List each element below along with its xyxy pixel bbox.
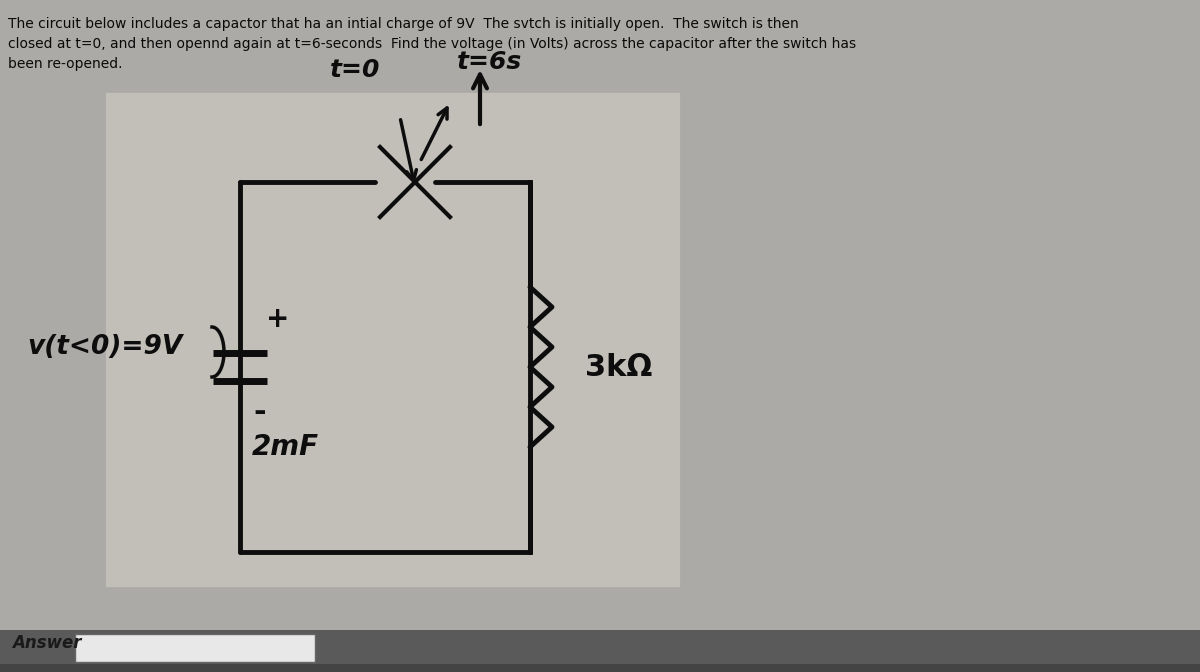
Bar bbox=[90, 0, 120, 672]
Text: closed at t=0, and then opennd again at t=6-seconds  Find the voltage (in Volts): closed at t=0, and then opennd again at … bbox=[8, 37, 856, 51]
Bar bbox=[390, 0, 420, 672]
Bar bbox=[540, 0, 570, 672]
Text: +: + bbox=[266, 305, 289, 333]
Bar bbox=[74, 634, 314, 662]
Bar bbox=[0, 630, 1200, 672]
Text: Answer: Answer bbox=[12, 634, 82, 652]
Text: 2mF: 2mF bbox=[252, 433, 318, 461]
Bar bbox=[60, 0, 90, 672]
Bar bbox=[0, 664, 1200, 672]
Bar bbox=[150, 0, 180, 672]
Bar bbox=[180, 0, 210, 672]
Text: been re-opened.: been re-opened. bbox=[8, 57, 122, 71]
Text: t=0: t=0 bbox=[330, 58, 380, 82]
Text: v(t<0)=9V: v(t<0)=9V bbox=[28, 334, 182, 360]
Bar bbox=[360, 0, 390, 672]
Bar bbox=[0, 0, 30, 672]
Text: 3kΩ: 3kΩ bbox=[586, 353, 653, 382]
Bar bbox=[30, 0, 60, 672]
Text: -: - bbox=[253, 398, 266, 427]
Bar bbox=[510, 0, 540, 672]
Text: The circuit below includes a capactor that ha an intial charge of 9V  The svtch : The circuit below includes a capactor th… bbox=[8, 17, 799, 31]
Bar bbox=[450, 0, 480, 672]
Bar bbox=[270, 0, 300, 672]
Bar bbox=[480, 0, 510, 672]
Bar bbox=[240, 0, 270, 672]
Bar bbox=[420, 0, 450, 672]
Text: t=6s: t=6s bbox=[457, 50, 523, 74]
Bar bbox=[210, 0, 240, 672]
Bar bbox=[120, 0, 150, 672]
Bar bbox=[330, 0, 360, 672]
Bar bbox=[106, 92, 680, 587]
Bar bbox=[570, 0, 600, 672]
Bar bbox=[300, 0, 330, 672]
